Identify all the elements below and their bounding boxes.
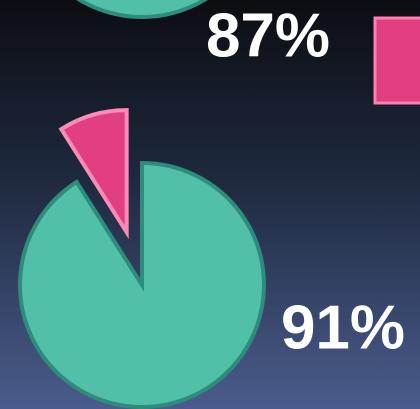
pie-slice bbox=[76, 0, 208, 19]
legend-swatch bbox=[373, 16, 420, 105]
value-label: 91% bbox=[281, 293, 405, 362]
value-label: 87% bbox=[206, 1, 330, 70]
pie-slice bbox=[18, 160, 266, 409]
pie-slice bbox=[58, 108, 129, 240]
